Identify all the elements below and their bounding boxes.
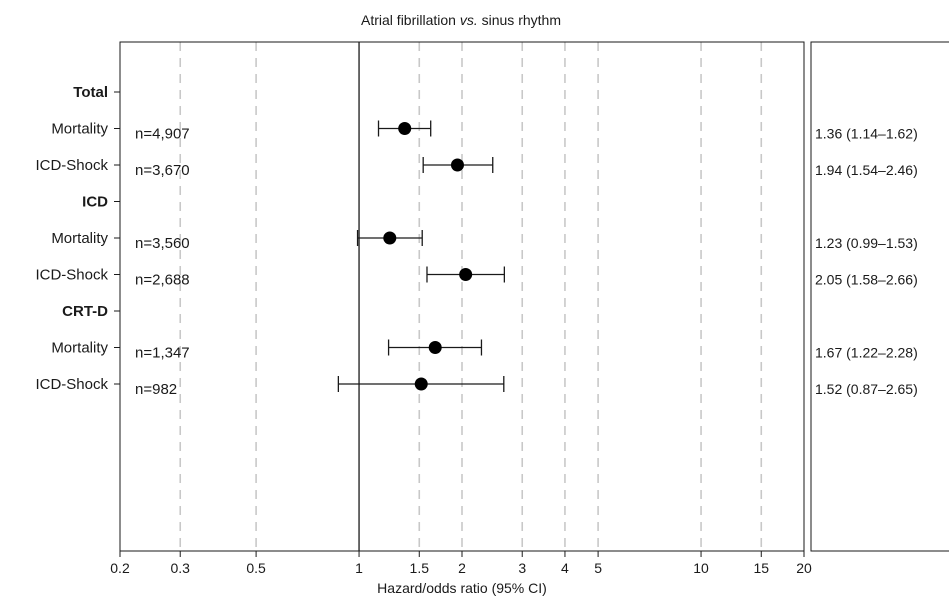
outcome-label: Mortality bbox=[51, 340, 108, 357]
x-axis-label: Hazard/odds ratio (95% CI) bbox=[377, 580, 547, 596]
x-tick-label: 0.3 bbox=[170, 560, 190, 576]
x-tick-label: 0.2 bbox=[110, 560, 130, 576]
point-estimate bbox=[398, 122, 412, 135]
point-estimate bbox=[383, 231, 397, 245]
sample-size-label: n=3,670 bbox=[135, 162, 190, 179]
row-labels: Total Mortality ICD-Shock ICD Mortality ICD-S… bbox=[35, 84, 108, 393]
point-estimate bbox=[450, 158, 464, 172]
chart-title: Atrial fibrillation vs. sinus rhythm bbox=[361, 12, 561, 28]
point-estimate bbox=[459, 268, 473, 281]
sample-size-label: n=2,688 bbox=[135, 272, 190, 289]
row-ticks bbox=[114, 91, 120, 385]
sample-size-label: n=1,347 bbox=[135, 345, 190, 362]
confidence-intervals bbox=[337, 120, 506, 392]
x-axis-tick-labels: 0.2 0.3 0.5 1 1.5 2 3 4 5 10 15 20 bbox=[110, 560, 812, 576]
sample-size-label: n=982 bbox=[135, 381, 177, 398]
x-tick-label: 15 bbox=[753, 560, 769, 576]
x-tick-label: 0.5 bbox=[246, 560, 266, 576]
x-axis-ticks bbox=[119, 551, 805, 557]
sample-size-labels: n=4,907 n=3,670 n=3,560 n=2,688 n=1,347 n=982 bbox=[135, 126, 190, 399]
group-header-label: Total bbox=[73, 84, 108, 101]
group-header-label: CRT-D bbox=[62, 303, 108, 320]
value-label: 2.05 (1.58–2.66) bbox=[815, 272, 918, 288]
value-label: 1.94 (1.54–2.46) bbox=[815, 162, 918, 178]
point-estimates bbox=[383, 122, 473, 391]
sample-size-label: n=4,907 bbox=[135, 126, 190, 143]
chart-title-italic: vs. bbox=[460, 12, 478, 28]
value-label: 1.67 (1.22–2.28) bbox=[815, 345, 918, 361]
x-tick-label: 2 bbox=[458, 560, 466, 576]
x-tick-label: 20 bbox=[796, 560, 812, 576]
x-tick-label: 5 bbox=[594, 560, 602, 576]
x-tick-label: 1 bbox=[355, 560, 363, 576]
outcome-label: ICD-Shock bbox=[35, 267, 108, 284]
value-label: 1.36 (1.14–1.62) bbox=[815, 126, 918, 142]
point-estimate bbox=[414, 377, 428, 391]
x-tick-label: 10 bbox=[693, 560, 709, 576]
outcome-label: ICD-Shock bbox=[35, 157, 108, 174]
outcome-label: Mortality bbox=[51, 121, 108, 138]
chart-title-start: Atrial fibrillation bbox=[361, 12, 460, 28]
gridlines bbox=[179, 42, 763, 551]
value-label: 1.23 (0.99–1.53) bbox=[815, 235, 918, 251]
value-panel-frame bbox=[810, 41, 949, 552]
x-tick-label: 4 bbox=[561, 560, 569, 576]
point-estimate bbox=[428, 341, 442, 354]
x-tick-label: 1.5 bbox=[410, 560, 430, 576]
value-labels: 1.36 (1.14–1.62) 1.94 (1.54–2.46) 1.23 (0.… bbox=[815, 126, 918, 398]
outcome-label: ICD-Shock bbox=[35, 376, 108, 393]
chart-title-end: sinus rhythm bbox=[478, 12, 561, 28]
value-label: 1.52 (0.87–2.65) bbox=[815, 381, 918, 397]
x-tick-label: 3 bbox=[518, 560, 526, 576]
outcome-label: Mortality bbox=[51, 230, 108, 247]
sample-size-label: n=3,560 bbox=[135, 235, 190, 252]
group-header-label: ICD bbox=[82, 194, 108, 211]
